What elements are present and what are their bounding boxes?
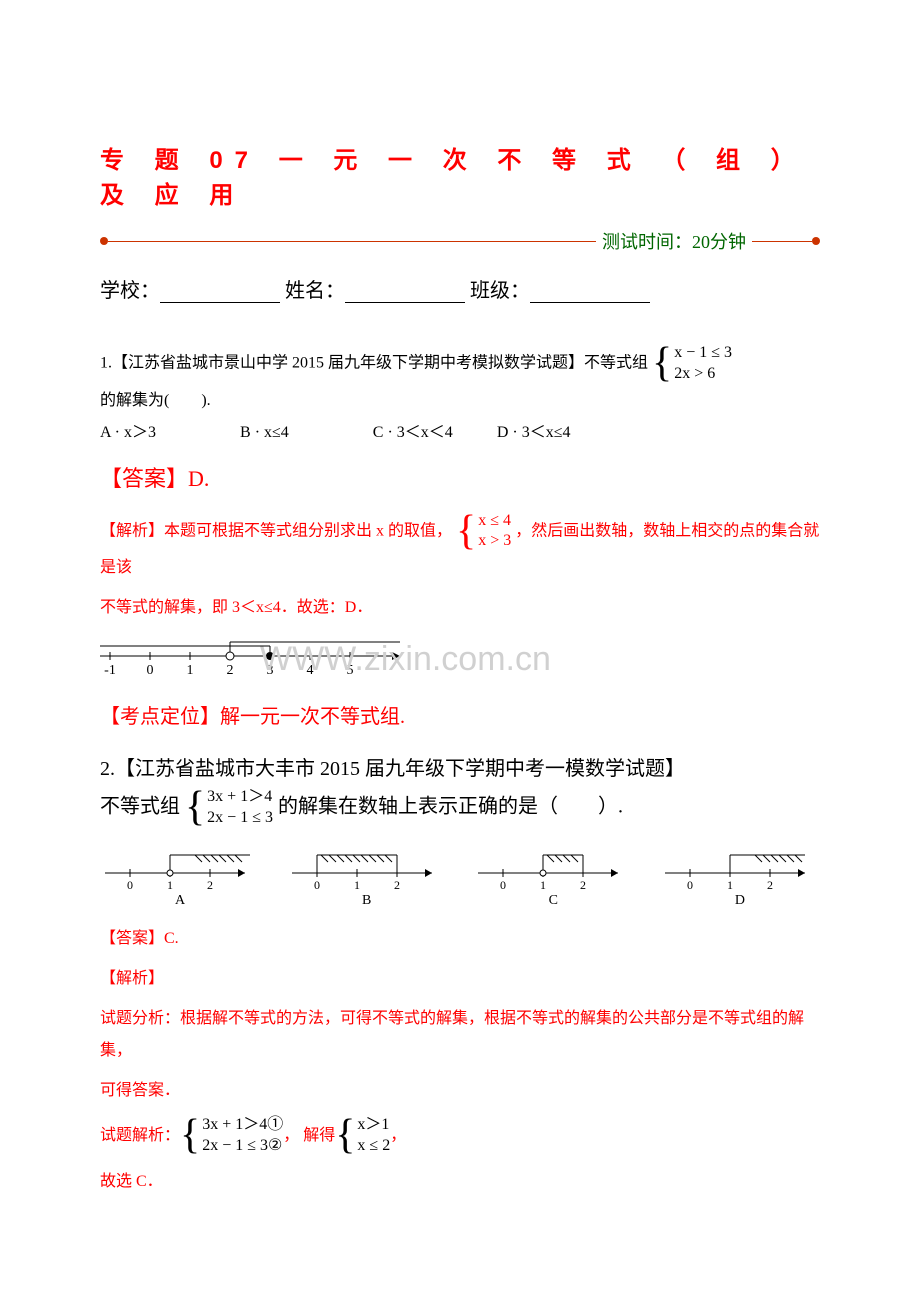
- svg-text:1: 1: [540, 878, 546, 891]
- opt-b-svg: 0 1 2: [287, 843, 447, 891]
- question-2: 2.【江苏省盐城市大丰市 2015 届九年级下学期中考一模数学试题】 不等式组 …: [100, 751, 820, 1198]
- q1-system: { x − 1 ≤ 3 2x > 6: [652, 343, 732, 385]
- q1-analysis-2: 不等式的解集，即 3＜x≤4．故选：D．: [100, 592, 820, 624]
- q2-sys-b: 2x − 1 ≤ 3: [207, 808, 273, 829]
- q2-fsR-a: x＞1: [357, 1115, 390, 1136]
- q2-formula-row: 试题解析： { 3x + 1＞4① 2x − 1 ≤ 3② ， 解得 { x＞1…: [100, 1115, 820, 1157]
- brace-icon: {: [335, 1119, 355, 1153]
- opt-a-svg: 0 1 2: [100, 843, 260, 891]
- label-school: 学校：: [100, 280, 160, 302]
- svg-text:-1: -1: [104, 663, 116, 678]
- svg-text:2: 2: [767, 878, 773, 891]
- q1-choice-a: A · x＞3: [100, 424, 156, 441]
- svg-text:4: 4: [307, 663, 314, 678]
- svg-text:0: 0: [147, 663, 154, 678]
- blank-class: [530, 281, 650, 303]
- q1-sys-a: x − 1 ≤ 3: [674, 343, 732, 364]
- q2-sys-a: 3x + 1＞4: [207, 787, 273, 808]
- q2-formula-sysR: { x＞1 x ≤ 2: [335, 1115, 390, 1157]
- numberline-svg: -1 0 1 2 3 4 5: [100, 634, 420, 686]
- svg-text:2: 2: [580, 878, 586, 891]
- rule-cap-left: [100, 237, 108, 245]
- q2-analysis-p1: 试题分析：根据解不等式的方法，可得不等式的解集，根据不等式的解集的公共部分是不等…: [100, 1003, 820, 1067]
- svg-text:2: 2: [207, 878, 213, 891]
- opt-d-svg: 0 1 2: [660, 843, 820, 891]
- q2-pre: 不等式组: [100, 796, 180, 818]
- q2-analysis-head: 【解析】: [100, 963, 820, 995]
- opt-c-label: C: [549, 893, 558, 909]
- q1-analysis-1: 【解析】本题可根据不等式组分别求出 x 的取值， { x ≤ 4 x > 3 ，…: [100, 511, 820, 585]
- svg-text:5: 5: [347, 663, 354, 678]
- opt-d-label: D: [735, 893, 745, 909]
- rule-left: [108, 241, 596, 242]
- svg-text:2: 2: [394, 878, 400, 891]
- q2-option-diagrams: 0 1 2 A 0 1: [100, 843, 820, 909]
- q1-stem: 1.【江苏省盐城市景山中学 2015 届九年级下学期中考模拟数学试题】不等式组 …: [100, 343, 820, 385]
- q2-fsR-b: x ≤ 2: [357, 1136, 390, 1157]
- q1-choice-d: D · 3＜x≤4: [497, 424, 571, 441]
- svg-text:3: 3: [267, 663, 274, 678]
- q1-analysis-system: { x ≤ 4 x > 3: [456, 511, 511, 553]
- q2-pick: 故选 C．: [100, 1166, 820, 1198]
- svg-text:1: 1: [187, 663, 194, 678]
- q1-suffix: 的解集为( ).: [100, 385, 820, 417]
- q2-formula-tail: ，: [390, 1120, 406, 1152]
- brace-icon: {: [456, 515, 476, 549]
- brace-icon: {: [185, 791, 205, 825]
- opt-c-svg: 0 1 2: [473, 843, 633, 891]
- blank-name: [345, 281, 465, 303]
- question-1: 1.【江苏省盐城市景山中学 2015 届九年级下学期中考模拟数学试题】不等式组 …: [100, 343, 820, 729]
- q2-formula-mid: ， 解得: [283, 1120, 335, 1152]
- q2-post: 的解集在数轴上表示正确的是（ ）.: [278, 796, 623, 818]
- q2-opt-c: 0 1 2 C: [473, 843, 633, 909]
- svg-text:1: 1: [167, 878, 173, 891]
- q1-choice-b: B · x≤4: [240, 424, 289, 441]
- opt-b-label: B: [362, 893, 371, 909]
- timer-row: 测试时间：20分钟: [100, 228, 820, 254]
- svg-text:1: 1: [727, 878, 733, 891]
- q1-numberline: -1012345 WWW.zixin.com.cn: [100, 634, 820, 686]
- timer-label: 测试时间：20分钟: [596, 228, 752, 254]
- q1-answer: 【答案】D.: [100, 461, 820, 493]
- q2-analysis-p1b: 可得答案．: [100, 1075, 820, 1107]
- q2-opt-b: 0 1 2 B: [287, 843, 447, 909]
- brace-icon: {: [652, 347, 672, 381]
- q1-analysis-prefix: 【解析】本题可根据不等式组分别求出 x 的取值，: [100, 522, 452, 539]
- q1-an-sys-a: x ≤ 4: [478, 511, 511, 532]
- q1-choices: A · x＞3 B · x≤4 C · 3＜x＜4 D · 3＜x≤4: [100, 417, 820, 449]
- page-title: 专 题 07 一 元 一 次 不 等 式 （ 组 ） 及 应 用: [100, 140, 820, 210]
- q2-system: { 3x + 1＞4 2x − 1 ≤ 3: [185, 787, 273, 829]
- q1-choice-c: C · 3＜x＜4: [373, 424, 453, 441]
- rule-right: [752, 241, 812, 242]
- brace-icon: {: [180, 1119, 200, 1153]
- opt-a-label: A: [175, 893, 185, 909]
- q2-line2: 不等式组 { 3x + 1＞4 2x − 1 ≤ 3 的解集在数轴上表示正确的是…: [100, 787, 820, 829]
- blank-school: [160, 281, 280, 303]
- q2-formula-sysL: { 3x + 1＞4① 2x − 1 ≤ 3②: [180, 1115, 283, 1157]
- q2-opt-a: 0 1 2 A: [100, 843, 260, 909]
- svg-text:0: 0: [127, 878, 133, 891]
- q2-fsL-b: 2x − 1 ≤ 3②: [202, 1136, 283, 1157]
- fillin-row: 学校： 姓名： 班级：: [100, 274, 820, 303]
- svg-text:0: 0: [687, 878, 693, 891]
- q2-opt-d: 0 1 2 D: [660, 843, 820, 909]
- svg-text:1: 1: [354, 878, 360, 891]
- q1-prefix: 1.【江苏省盐城市景山中学 2015 届九年级下学期中考模拟数学试题】不等式组: [100, 354, 648, 371]
- q2-fsL-a: 3x + 1＞4①: [202, 1115, 283, 1136]
- q2-header: 2.【江苏省盐城市大丰市 2015 届九年级下学期中考一模数学试题】: [100, 751, 820, 787]
- q2-answer: 【答案】C.: [100, 923, 820, 955]
- q1-topic: 【考点定位】解一元一次不等式组.: [100, 700, 820, 729]
- q1-sys-b: 2x > 6: [674, 364, 732, 385]
- label-class: 班级：: [470, 280, 530, 302]
- svg-text:0: 0: [500, 878, 506, 891]
- q2-formula-label: 试题解析：: [100, 1120, 180, 1152]
- svg-text:0: 0: [314, 878, 320, 891]
- svg-text:2: 2: [227, 663, 234, 678]
- label-name: 姓名：: [285, 280, 345, 302]
- q1-an-sys-b: x > 3: [478, 531, 511, 552]
- rule-cap-right: [812, 237, 820, 245]
